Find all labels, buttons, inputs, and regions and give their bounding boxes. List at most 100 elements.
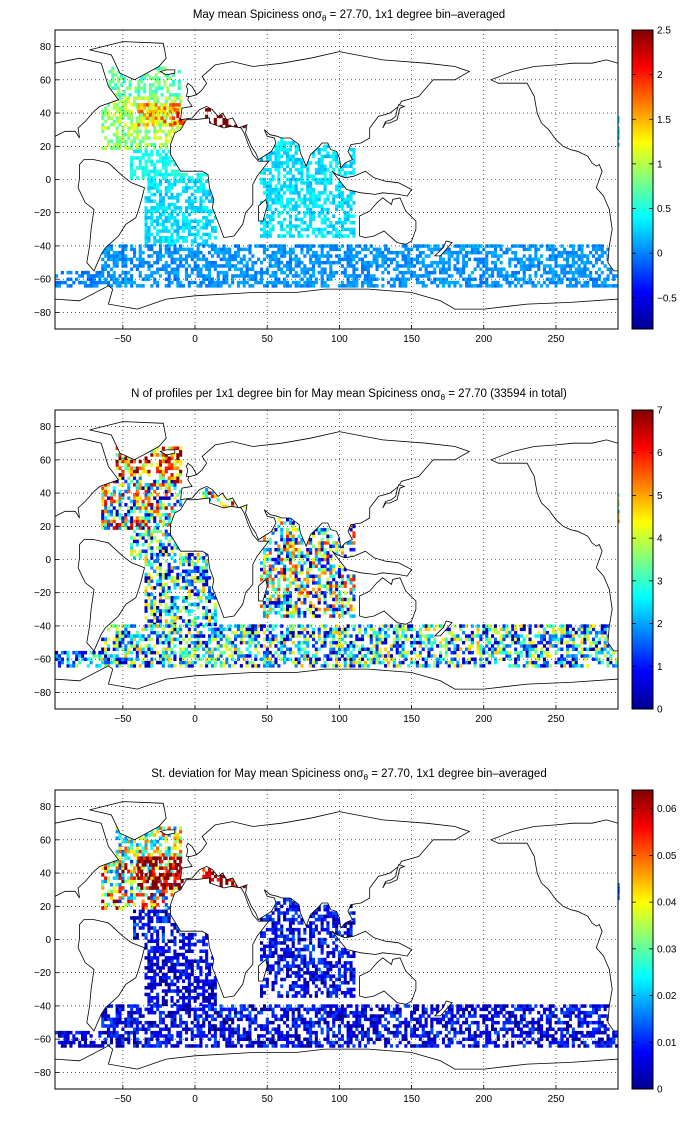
heatmap-cell: [118, 119, 122, 124]
heatmap-cell: [413, 640, 417, 645]
heatmap-cell: [143, 73, 147, 77]
heatmap-cell: [262, 547, 266, 552]
heatmap-cell: [265, 634, 269, 638]
heatmap-cell: [236, 627, 240, 632]
heatmap-cell: [294, 541, 298, 545]
heatmap-cell: [606, 277, 610, 282]
heatmap-cell: [317, 151, 321, 155]
heatmap-cell: [187, 622, 191, 627]
heatmap-cell: [479, 260, 483, 265]
heatmap-cell: [179, 624, 183, 628]
heatmap-cell: [222, 244, 226, 248]
heatmap-cell: [112, 119, 116, 124]
heatmap-cell: [193, 267, 197, 272]
heatmap-cell: [277, 654, 281, 658]
heatmap-cell: [225, 640, 229, 645]
heatmap-cell: [144, 469, 148, 474]
heatmap-cell: [57, 284, 61, 288]
heatmap-cell: [210, 244, 214, 248]
heatmap-cell: [179, 96, 183, 100]
heatmap-cell: [101, 146, 105, 150]
heatmap-cell: [193, 569, 197, 574]
heatmap-cell: [150, 556, 154, 560]
heatmap-cell: [156, 606, 160, 610]
heatmap-cell: [349, 640, 353, 645]
heatmap-cell: [320, 277, 324, 282]
heatmap-cell: [352, 597, 356, 602]
heatmap-cell: [280, 657, 284, 662]
heatmap-cell: [120, 73, 124, 77]
heatmap-cell: [343, 584, 347, 588]
heatmap-cell: [291, 567, 295, 572]
heatmap-cell: [135, 650, 139, 655]
heatmap-cell: [115, 459, 119, 464]
heatmap-cell: [571, 270, 575, 275]
heatmap-cell: [430, 647, 434, 652]
heatmap-cell: [187, 579, 191, 583]
heatmap-cell: [157, 113, 161, 117]
heatmap-cell: [167, 139, 171, 144]
heatmap-cell: [314, 554, 318, 559]
heatmap-cell: [398, 654, 402, 658]
heatmap-cell: [340, 167, 344, 172]
heatmap-cell: [479, 284, 483, 288]
heatmap-cell: [268, 547, 272, 552]
heatmap-cell: [366, 267, 370, 272]
coastlines: [54, 41, 619, 330]
heatmap-cell: [167, 596, 171, 600]
heatmap-cell: [280, 630, 284, 635]
heatmap-cell: [283, 574, 287, 579]
heatmap-cell: [349, 197, 353, 202]
heatmap-cell: [346, 654, 350, 658]
heatmap-cell: [291, 541, 295, 545]
heatmap-cell: [309, 184, 313, 189]
heatmap-cell: [219, 264, 223, 268]
heatmap-cell: [216, 634, 220, 638]
heatmap-cell: [163, 103, 167, 107]
heatmap-cell: [242, 640, 246, 645]
heatmap-cell: [144, 602, 148, 607]
heatmap-cell: [176, 192, 180, 197]
heatmap-cell: [343, 211, 347, 215]
heatmap-cell: [312, 197, 316, 202]
heatmap-cell: [107, 126, 111, 130]
heatmap-cell: [329, 181, 333, 185]
heatmap-cell: [138, 284, 142, 288]
heatmap-cell: [158, 222, 162, 227]
heatmap-cell: [312, 531, 316, 535]
heatmap-cell: [127, 109, 131, 114]
coastline: [433, 240, 453, 257]
heatmap-cell: [268, 154, 272, 159]
heatmap-cell: [534, 270, 538, 275]
heatmap-cell: [424, 264, 428, 268]
heatmap-cell: [352, 254, 356, 258]
heatmap-cell: [133, 139, 137, 144]
heatmap-cell: [190, 280, 194, 285]
heatmap-cell: [158, 179, 162, 184]
heatmap-cell: [361, 664, 365, 668]
heatmap-cell: [413, 244, 417, 248]
heatmap-cell: [314, 260, 318, 265]
heatmap-cell: [144, 199, 148, 203]
heatmap-cell: [190, 219, 194, 223]
heatmap-cell: [153, 616, 157, 620]
heatmap-cell: [288, 627, 292, 632]
heatmap-cell: [83, 270, 87, 275]
heatmap-cell: [173, 229, 177, 233]
heatmap-cell: [262, 177, 266, 182]
heatmap-cell: [309, 541, 313, 545]
heatmap-cell: [303, 577, 307, 582]
heatmap-cell: [268, 611, 272, 615]
heatmap-cell: [124, 247, 128, 252]
heatmap-cell: [144, 586, 148, 590]
heatmap-cell: [288, 231, 292, 235]
heatmap-cell: [317, 191, 321, 195]
y-tick-label: 60: [40, 75, 52, 86]
heatmap-cell: [421, 264, 425, 268]
heatmap-cell: [107, 254, 111, 258]
heatmap-cell: [141, 637, 145, 642]
heatmap-cell: [491, 284, 495, 288]
heatmap-cell: [320, 284, 324, 288]
heatmap-cell: [210, 277, 214, 282]
heatmap-cell: [317, 601, 321, 605]
